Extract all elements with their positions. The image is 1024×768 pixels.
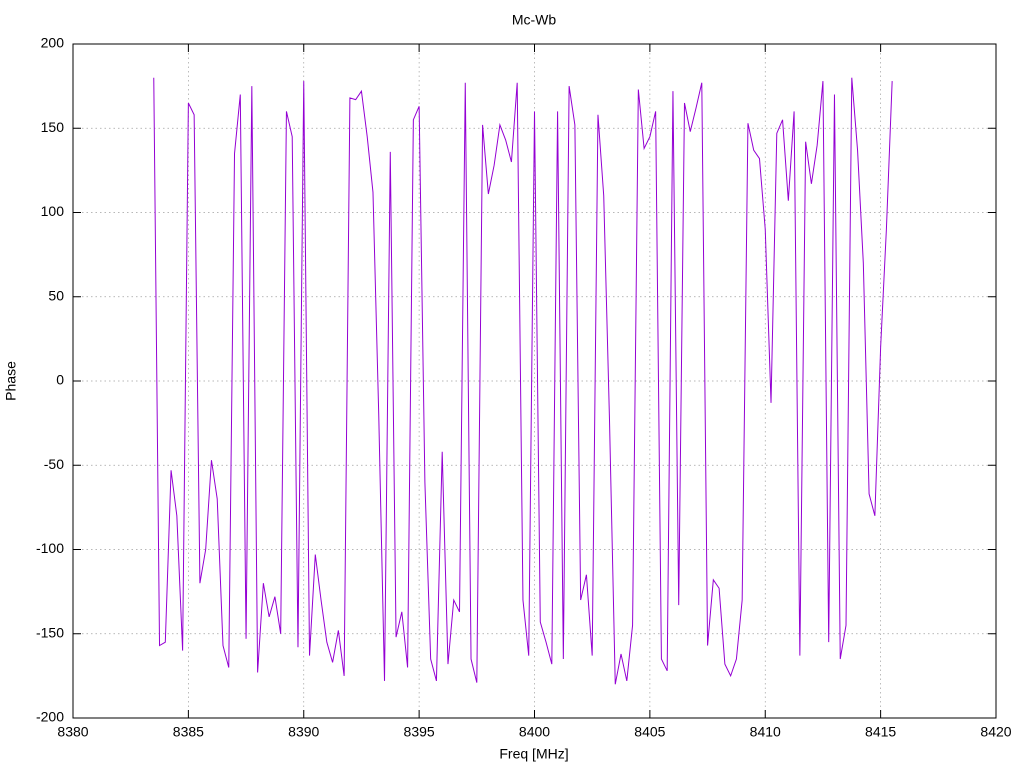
y-tick-label: 100	[41, 203, 65, 219]
y-tick-label: -50	[44, 456, 64, 472]
y-tick-label: 0	[56, 372, 64, 388]
x-axis-label: Freq [MHz]	[499, 746, 568, 762]
y-tick-label: -150	[36, 624, 64, 640]
plot-border	[72, 43, 997, 719]
y-axis-label: Phase	[3, 361, 19, 401]
y-tick-label: 200	[41, 35, 65, 51]
x-tick-label: 8380	[57, 724, 88, 740]
x-tick-label: 8395	[404, 724, 435, 740]
x-tick-label: 8400	[519, 724, 550, 740]
data-line	[153, 77, 893, 685]
y-tick-label: 50	[48, 287, 64, 303]
x-tick-label: 8405	[634, 724, 665, 740]
x-tick-label: 8385	[173, 724, 204, 740]
y-tick-label: -200	[36, 709, 64, 725]
x-tick-label: 8415	[865, 724, 896, 740]
y-tick-label: 150	[41, 119, 65, 135]
y-tick-label: -100	[36, 540, 64, 556]
x-tick-label: 8410	[750, 724, 781, 740]
x-tick-label: 8390	[288, 724, 319, 740]
x-tick-label: 8420	[980, 724, 1011, 740]
chart-title: Mc-Wb	[512, 12, 557, 28]
